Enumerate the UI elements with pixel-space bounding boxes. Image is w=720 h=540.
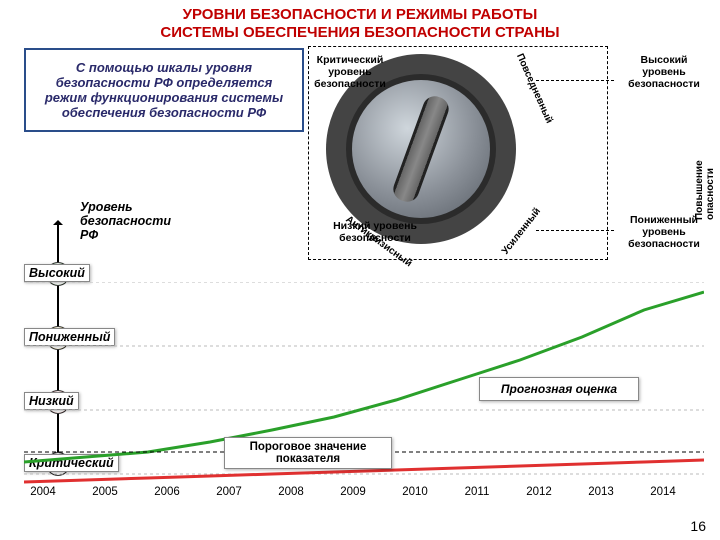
threshold-label: Пороговое значение показателя bbox=[224, 437, 392, 469]
scale-title: Уровень безопасности РФ bbox=[80, 200, 171, 242]
trend-chart: Пороговое значение показателя Прогнозная… bbox=[24, 282, 704, 482]
x-tick: 2006 bbox=[138, 486, 196, 498]
x-tick: 2009 bbox=[324, 486, 382, 498]
danger-axis-label: Повышение опасности bbox=[694, 110, 716, 220]
x-tick: 2013 bbox=[572, 486, 630, 498]
label-critical: Критический уровень безопасности bbox=[310, 54, 390, 90]
connector-reduced bbox=[536, 230, 614, 231]
label-reduced: Пониженный уровень безопасности bbox=[620, 214, 708, 250]
x-tick: 2004 bbox=[14, 486, 72, 498]
page-number: 16 bbox=[690, 518, 706, 534]
x-tick: 2010 bbox=[386, 486, 444, 498]
forecast-label: Прогнозная оценка bbox=[479, 377, 639, 401]
scale-label: Высокий bbox=[24, 264, 90, 282]
info-box: С помощью шкалы уровня безопасности РФ о… bbox=[24, 48, 304, 132]
x-tick: 2008 bbox=[262, 486, 320, 498]
title-line-2: СИСТЕМЫ ОБЕСПЕЧЕНИЯ БЕЗОПАСНОСТИ СТРАНЫ bbox=[160, 24, 559, 41]
x-tick: 2011 bbox=[448, 486, 506, 498]
label-low: Низкий уровень безопасности bbox=[330, 220, 420, 244]
label-high: Высокий уровень безопасности bbox=[620, 54, 708, 90]
dial-pointer bbox=[390, 93, 452, 205]
connector-high bbox=[536, 80, 614, 81]
x-tick: 2014 bbox=[634, 486, 692, 498]
dial-face bbox=[346, 74, 496, 224]
x-tick: 2012 bbox=[510, 486, 568, 498]
title-line-1: УРОВНИ БЕЗОПАСНОСТИ И РЕЖИМЫ РАБОТЫ bbox=[183, 6, 538, 23]
page-title: УРОВНИ БЕЗОПАСНОСТИ И РЕЖИМЫ РАБОТЫ СИСТ… bbox=[0, 0, 720, 44]
x-tick: 2005 bbox=[76, 486, 134, 498]
x-tick: 2007 bbox=[200, 486, 258, 498]
